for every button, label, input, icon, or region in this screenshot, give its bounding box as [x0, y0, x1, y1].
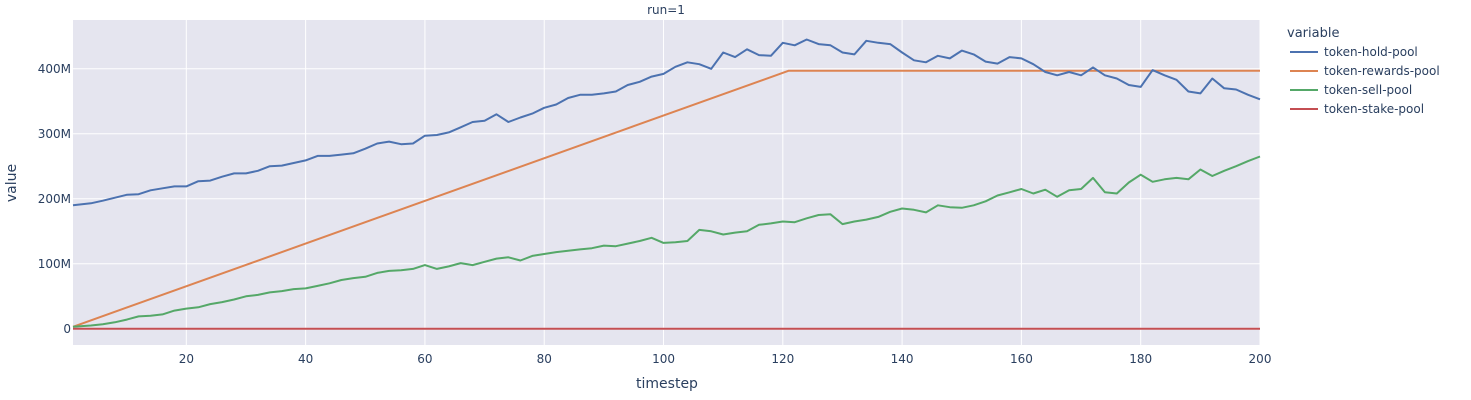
x-tick-label: 80: [537, 352, 552, 366]
legend-item-token-rewards-pool[interactable]: token-rewards-pool: [1290, 64, 1440, 78]
legend[interactable]: variable token-hold-pool token-rewards-po…: [1287, 26, 1440, 116]
legend-item-token-stake-pool[interactable]: token-stake-pool: [1290, 102, 1424, 116]
x-tick-label: 160: [1010, 352, 1033, 366]
legend-title: variable: [1287, 26, 1339, 41]
legend-item-token-sell-pool[interactable]: token-sell-pool: [1290, 83, 1412, 97]
y-axis-title: value: [4, 164, 20, 202]
x-tick-label: 100: [652, 352, 675, 366]
x-tick-label: 40: [298, 352, 313, 366]
x-axis-title: timestep: [636, 376, 698, 392]
legend-label: token-rewards-pool: [1324, 64, 1440, 78]
x-axis-ticks: 20 40 60 80 100 120 140 160 180 200: [179, 352, 1272, 366]
y-tick-label: 400M: [38, 62, 71, 76]
legend-label: token-sell-pool: [1324, 83, 1412, 97]
y-tick-label: 0: [63, 322, 71, 336]
legend-label: token-stake-pool: [1324, 102, 1424, 116]
y-tick-label: 300M: [38, 127, 71, 141]
series-line-token-rewards-pool: [72, 69, 1260, 328]
y-tick-label: 100M: [38, 257, 71, 271]
x-tick-label: 20: [179, 352, 194, 366]
x-tick-label: 60: [417, 352, 432, 366]
x-tick-label: 140: [891, 352, 914, 366]
y-axis-ticks: 0 100M 200M 300M 400M: [38, 62, 71, 336]
legend-item-token-hold-pool[interactable]: token-hold-pool: [1290, 45, 1418, 59]
legend-label: token-hold-pool: [1324, 45, 1418, 59]
x-tick-label: 180: [1129, 352, 1152, 366]
x-tick-label: 120: [771, 352, 794, 366]
x-tick-label: 200: [1249, 352, 1272, 366]
y-tick-label: 200M: [38, 192, 71, 206]
series-lines: [72, 38, 1261, 330]
series-line-token-hold-pool: [72, 38, 1261, 207]
series-line-token-sell-pool: [72, 155, 1261, 328]
facet-title: run=1: [647, 3, 685, 17]
